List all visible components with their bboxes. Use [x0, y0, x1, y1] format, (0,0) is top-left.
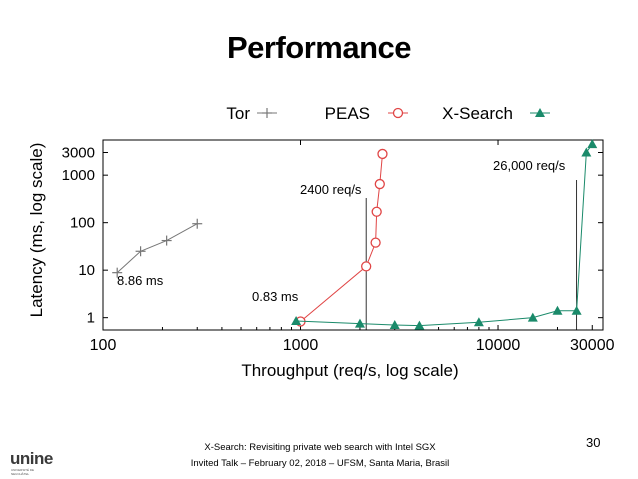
y-tick-label: 3000 — [62, 145, 95, 162]
svg-text:UNIVERSITÉ DE: UNIVERSITÉ DE — [11, 467, 34, 472]
y-axis-label: Latency (ms, log scale) — [27, 143, 46, 318]
data-point-x-search — [587, 139, 598, 149]
y-tick-label: 1 — [87, 310, 95, 327]
university-logo: unine UNIVERSITÉ DE NEUCHÂTEL — [10, 449, 53, 476]
x-tick-label: 1000 — [283, 337, 319, 354]
svg-text:unine: unine — [10, 449, 53, 468]
data-point-x-search — [291, 316, 302, 326]
data-point-tor — [112, 267, 123, 278]
data-point-tor — [135, 246, 146, 257]
data-point-peas — [371, 206, 382, 217]
x-tick-label: 10000 — [476, 337, 521, 354]
annotation-text: 2400 req/s — [300, 182, 362, 197]
data-point-peas — [377, 148, 388, 160]
slide-title: Performance — [226, 30, 412, 65]
data-point-tor — [192, 218, 203, 229]
data-point-x-search — [527, 312, 538, 322]
data-point-x-search — [571, 305, 582, 315]
x-axis-label: Throughput (req/s, log scale) — [241, 361, 458, 380]
svg-text:NEUCHÂTEL: NEUCHÂTEL — [11, 471, 30, 476]
footer-line-2: Invited Talk – February 02, 2018 – UFSM,… — [190, 458, 450, 469]
series-line-peas — [300, 153, 383, 322]
annotation-text: 0.83 ms — [252, 289, 299, 304]
footer-line-1: X-Search: Revisiting private web search … — [204, 442, 436, 453]
series-line-tor — [116, 223, 198, 274]
series-line-x-search — [296, 143, 593, 327]
annotation-text: 26,000 req/s — [493, 158, 566, 173]
data-point-x-search — [389, 320, 400, 330]
page-number: 30 — [586, 435, 601, 450]
y-tick-label: 1000 — [62, 167, 95, 184]
data-point-x-search — [414, 320, 425, 330]
legend-marker-tor — [262, 108, 272, 118]
plot-frame — [102, 139, 604, 331]
data-point-x-search — [581, 147, 592, 157]
data-point-x-search — [354, 318, 365, 328]
legend-label-tor: Tor — [226, 104, 250, 123]
data-point-peas — [374, 178, 385, 190]
data-point-x-search — [552, 305, 563, 315]
x-tick-label: 100 — [90, 337, 117, 354]
data-point-peas — [361, 261, 372, 272]
legend-marker-peas — [392, 107, 404, 119]
legend-label-x-search: X-Search — [442, 104, 513, 123]
legend-label-peas: PEAS — [325, 104, 370, 123]
x-tick-label: 30000 — [570, 337, 615, 354]
y-tick-label: 100 — [70, 215, 95, 232]
legend-marker-x-search — [535, 108, 545, 117]
data-point-tor — [161, 235, 172, 246]
footer: X-Search: Revisiting private web search … — [150, 440, 490, 472]
data-point-x-search — [473, 317, 484, 327]
annotation-text: 8.86 ms — [117, 273, 164, 288]
data-point-peas — [370, 237, 381, 248]
y-tick-label: 10 — [78, 262, 95, 279]
